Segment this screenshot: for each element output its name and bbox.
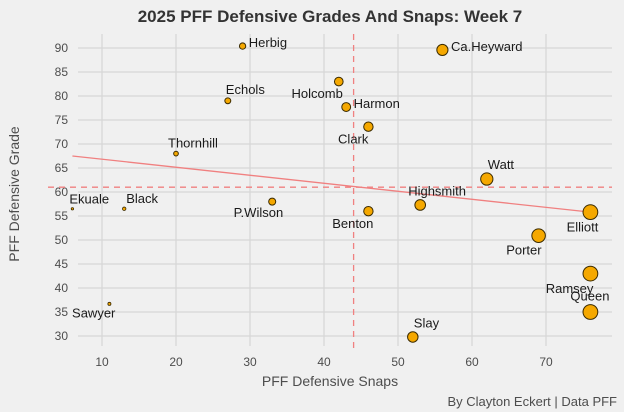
data-point <box>341 102 352 112</box>
data-point <box>122 206 127 211</box>
point-label: Clark <box>338 131 369 146</box>
data-point <box>107 301 112 306</box>
y-axis-label: PFF Defensive Grade <box>6 126 22 262</box>
y-tick-label: 90 <box>55 41 69 55</box>
data-point <box>582 304 599 320</box>
point-labels: Herbig Ca.Heyward Holcomb Echols Harmon Clark… <box>69 35 609 331</box>
y-tick-label: 30 <box>55 329 69 343</box>
y-tick-label: 70 <box>55 137 69 151</box>
data-points <box>70 42 599 343</box>
y-tick-labels: 30 35 40 45 50 55 60 65 70 75 80 85 90 <box>55 41 69 343</box>
x-tick-label: 50 <box>391 355 405 369</box>
point-label: Holcomb <box>292 86 343 101</box>
y-tick-label: 45 <box>55 257 69 271</box>
y-tick-label: 60 <box>55 185 69 199</box>
x-axis-label: PFF Defensive Snaps <box>262 373 398 389</box>
point-label: Slay <box>414 316 440 331</box>
point-label: Echols <box>226 82 266 97</box>
y-tick-label: 75 <box>55 113 69 127</box>
data-point <box>70 207 75 211</box>
point-label: Watt <box>488 157 515 172</box>
data-point <box>407 331 419 343</box>
point-label: Sawyer <box>72 305 116 320</box>
y-tick-label: 35 <box>55 305 69 319</box>
grid <box>78 34 612 346</box>
data-point <box>363 121 374 132</box>
data-point <box>480 172 494 186</box>
point-label: P.Wilson <box>234 205 284 220</box>
x-tick-label: 60 <box>465 355 479 369</box>
point-label: Black <box>126 191 158 206</box>
x-tick-label: 70 <box>539 355 553 369</box>
point-label: Ekuale <box>69 192 109 207</box>
x-tick-label: 30 <box>243 355 257 369</box>
x-tick-labels: 10 20 30 40 50 60 70 <box>95 355 553 369</box>
data-point <box>531 228 546 243</box>
data-point <box>224 97 232 105</box>
point-label: Harmon <box>354 96 400 111</box>
data-point <box>436 43 449 57</box>
point-label: Thornhill <box>168 135 218 150</box>
point-label: Ramsey <box>546 281 594 296</box>
y-tick-label: 40 <box>55 281 69 295</box>
data-point <box>414 199 427 211</box>
data-point <box>238 42 247 50</box>
trend-line <box>72 155 591 213</box>
data-point <box>333 76 344 87</box>
chart-caption: By Clayton Eckert | Data PFF <box>447 394 617 409</box>
point-label: Ca.Heyward <box>451 39 523 54</box>
y-tick-label: 85 <box>55 65 69 79</box>
data-point <box>173 150 179 157</box>
data-point <box>582 204 599 221</box>
y-tick-label: 80 <box>55 89 69 103</box>
reference-lines <box>48 34 612 350</box>
point-label: Queen <box>570 289 609 304</box>
data-point <box>363 206 374 217</box>
point-label: Porter <box>506 242 542 257</box>
x-tick-label: 20 <box>169 355 183 369</box>
point-label: Elliott <box>567 220 599 235</box>
data-point <box>268 197 277 206</box>
x-tick-label: 10 <box>95 355 109 369</box>
point-label: Herbig <box>249 35 287 50</box>
point-label: Highsmith <box>408 184 466 199</box>
data-point <box>582 265 599 282</box>
y-tick-label: 65 <box>55 161 69 175</box>
chart-title: 2025 PFF Defensive Grades And Snaps: Wee… <box>138 7 523 26</box>
y-tick-label: 55 <box>55 209 69 223</box>
point-label: Benton <box>332 216 373 231</box>
x-tick-label: 40 <box>317 355 331 369</box>
y-tick-label: 50 <box>55 233 69 247</box>
